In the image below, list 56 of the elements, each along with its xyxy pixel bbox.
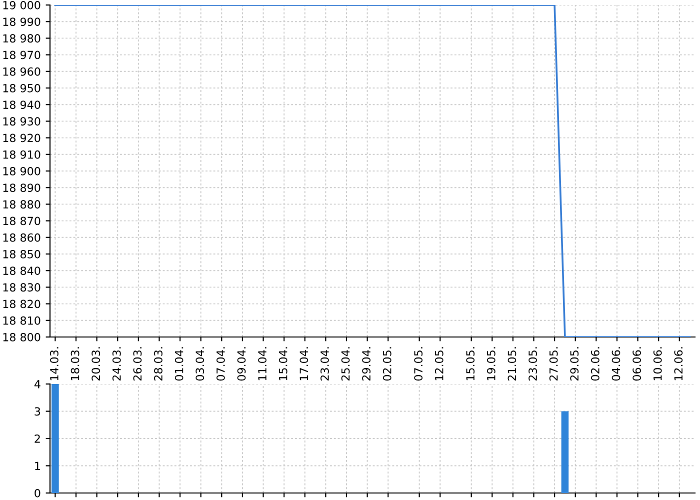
x-tick-label: 21.05. xyxy=(508,347,516,381)
y-tick-label: 18 850 xyxy=(3,250,40,258)
x-tick-label: 20.03. xyxy=(92,347,100,381)
y-tick-label: 18 890 xyxy=(3,184,40,192)
x-tick-label: 09.04. xyxy=(237,347,246,381)
x-tick-label: 02.05. xyxy=(382,347,392,381)
y-tick-label: 18 930 xyxy=(3,117,40,126)
x-tick-label: 19.05. xyxy=(486,347,496,380)
x-tick-label: 28.03. xyxy=(154,347,162,381)
y-tick-label: 18 960 xyxy=(3,67,40,76)
x-tick-label: 06.06. xyxy=(632,347,642,381)
y-tick-label: 18 970 xyxy=(3,50,40,60)
x-tick-label: 26.03. xyxy=(133,347,142,381)
x-tick-label: 23.04. xyxy=(320,347,329,381)
x-tick-label: 11.04. xyxy=(258,347,266,380)
y-tick-label: 19 000 xyxy=(3,0,40,10)
y-tick-label: 18 840 xyxy=(3,266,40,275)
x-tick-label: 10.06. xyxy=(653,347,662,380)
x-tick-label: 15.04. xyxy=(278,347,288,380)
y-tick-label: 2 xyxy=(34,434,40,443)
x-tick-label: 29.05. xyxy=(570,347,579,381)
x-tick-label: 14.03. xyxy=(50,347,58,380)
y-tick-label: 18 870 xyxy=(3,216,40,226)
x-tick-label: 12.05. xyxy=(434,347,444,380)
x-tick-label: 03.04. xyxy=(196,347,204,381)
x-tick-label: 23.05. xyxy=(528,347,537,381)
y-tick-label: 18 800 xyxy=(3,332,40,342)
x-tick-label: 18.03. xyxy=(70,347,80,380)
y-tick-label: 3 xyxy=(34,407,40,416)
x-tick-label: 07.05. xyxy=(414,347,423,381)
x-tick-label: 29.04. xyxy=(362,347,371,381)
x-tick-label: 07.04. xyxy=(216,347,225,381)
x-tick-label: 12.06. xyxy=(674,347,683,380)
x-tick-label: 24.03. xyxy=(112,347,121,381)
y-tick-label: 1 xyxy=(35,462,40,470)
x-tick-label: 02.06. xyxy=(590,347,600,381)
y-tick-label: 18 990 xyxy=(3,18,40,26)
y-tick-label: 18 920 xyxy=(3,134,40,142)
y-tick-label: 18 830 xyxy=(3,283,40,292)
y-tick-label: 18 980 xyxy=(3,34,40,43)
x-tick-label: 04.06. xyxy=(612,347,620,381)
y-tick-label: 18 880 xyxy=(3,200,40,209)
y-tick-label: 0 xyxy=(34,488,40,498)
x-tick-label: 25.04. xyxy=(341,347,350,381)
y-tick-label: 4 xyxy=(34,380,40,388)
x-tick-label: 15.05. xyxy=(466,347,475,380)
y-tick-label: 18 860 xyxy=(3,233,40,242)
y-tick-label: 18 910 xyxy=(3,150,40,159)
x-tick-label: 01.04. xyxy=(174,347,184,381)
y-tick-label: 18 900 xyxy=(3,166,40,176)
x-tick-label: 27.05. xyxy=(549,347,558,381)
y-tick-label: 18 950 xyxy=(3,84,40,92)
y-tick-label: 18 820 xyxy=(3,300,40,308)
y-tick-label: 18 940 xyxy=(3,100,40,109)
x-tick-label: 17.04. xyxy=(300,347,308,380)
y-tick-label: 18 810 xyxy=(3,316,40,325)
